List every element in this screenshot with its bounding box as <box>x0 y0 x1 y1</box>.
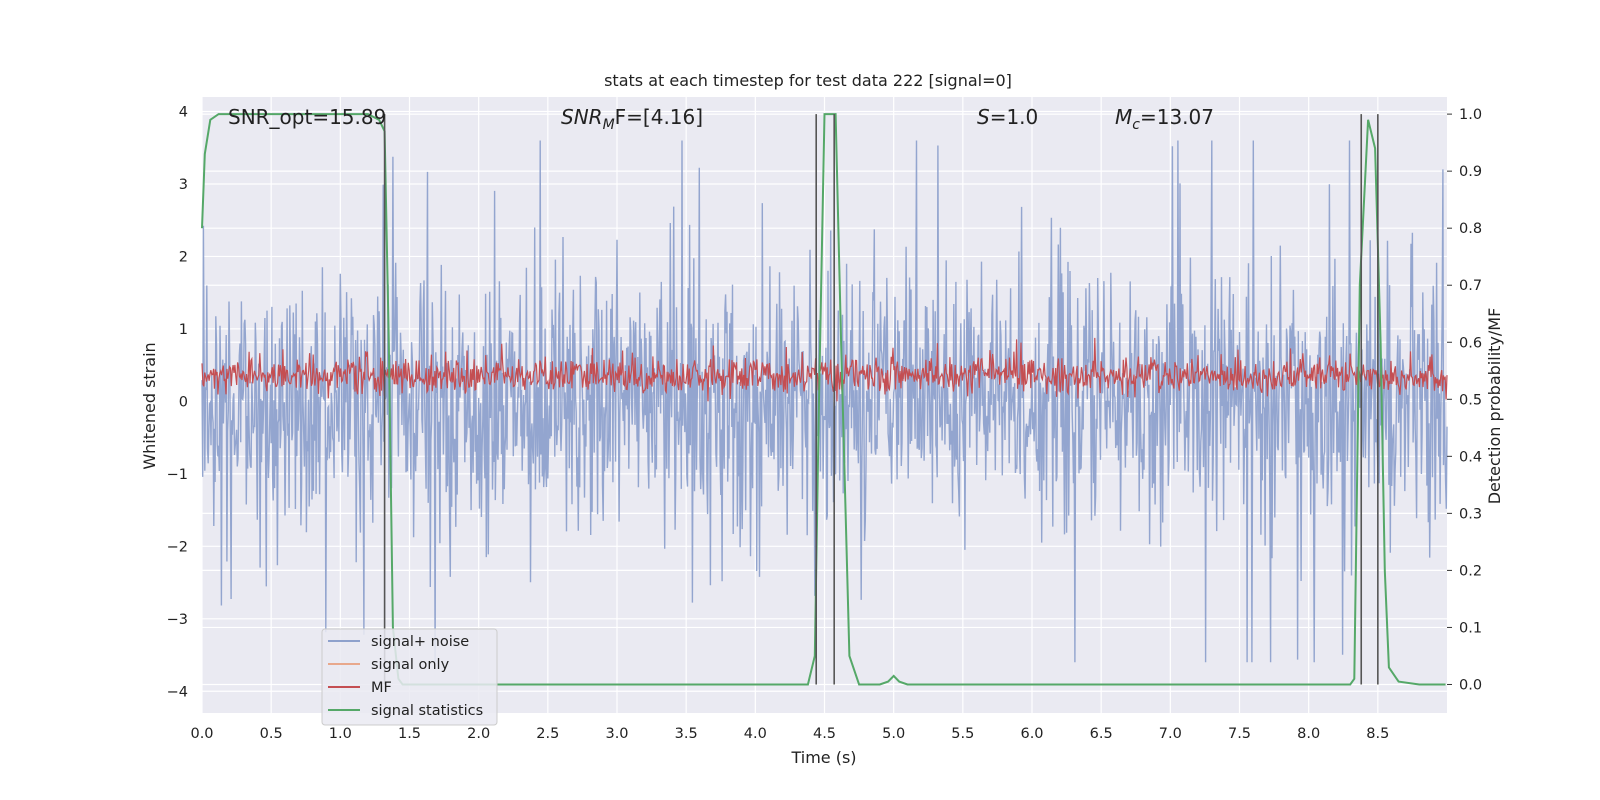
annotation-snr-mf: SNRMF=[4.16] <box>561 105 703 133</box>
y-tick-label-right: 0.8 <box>1459 221 1482 237</box>
y-axis-label-right: Detection probability/MF <box>1485 308 1504 505</box>
y-tick-label-left: −4 <box>167 684 188 700</box>
annotation-snr-opt: SNR_opt=15.89 <box>228 105 386 129</box>
tick-labels: 0.0 0.5 1.0 1.5 2.0 2.5 3.0 3.5 4.0 4.5 5.0 5.5 6.0 6… <box>167 104 1482 742</box>
x-tick-label: 5.5 <box>951 726 974 742</box>
chart-title: stats at each timestep for test data 222… <box>604 71 1012 90</box>
x-tick-label: 7.0 <box>1159 726 1182 742</box>
y-tick-label-left: 3 <box>179 177 188 193</box>
y-tick-label-right: 0.7 <box>1459 278 1482 294</box>
series-mf-line <box>201 337 1448 402</box>
x-tick-label: 2.0 <box>467 726 490 742</box>
annotation-snr-mf-rest: F=[4.16] <box>615 105 703 129</box>
y-tick-label-right: 0.9 <box>1459 164 1482 180</box>
y-tick-label-right: 0.4 <box>1459 449 1482 465</box>
annotation-s-sym: S <box>977 105 990 129</box>
y-tick-label-right: 0.3 <box>1459 506 1482 522</box>
vertical-markers <box>383 114 1379 685</box>
legend: signal+ noise signal only MF signal stat… <box>321 628 498 726</box>
y-tick-label-right: 0.1 <box>1459 620 1482 636</box>
y-tick-label-left: 4 <box>179 104 188 120</box>
annotation-snr-mf-base: SNR <box>561 105 603 129</box>
x-tick-label: 8.0 <box>1297 726 1320 742</box>
x-axis-label: Time (s) <box>790 748 856 767</box>
legend-label-signal-noise: signal+ noise <box>371 634 469 650</box>
legend-label-mf: MF <box>371 680 392 696</box>
series-signal-noise-line <box>201 140 1448 663</box>
x-tick-label: 0.5 <box>260 726 283 742</box>
y-tick-label-left: 2 <box>179 249 188 265</box>
x-tick-label: 4.0 <box>744 726 767 742</box>
x-tick-label: 3.5 <box>675 726 698 742</box>
legend-label-signal-only: signal only <box>371 657 450 673</box>
annotation-s: S=1.0 <box>977 105 1038 129</box>
x-tick-label: 6.5 <box>1090 726 1113 742</box>
x-tick-label: 1.0 <box>329 726 352 742</box>
legend-label-signal-statistics: signal statistics <box>371 703 483 719</box>
annotation-s-val: =1.0 <box>990 105 1039 129</box>
legend-box <box>321 628 498 726</box>
series-signal-statistics-line <box>201 113 1446 686</box>
y-tick-label-right: 0.6 <box>1459 335 1482 351</box>
y-axis-label-left: Whitened strain <box>140 342 159 469</box>
annotation-mc-sym: M <box>1115 105 1132 129</box>
x-tick-label: 4.5 <box>813 726 836 742</box>
annotation-mc: Mc=13.07 <box>1115 105 1214 133</box>
annotation-mc-sub: c <box>1132 117 1140 133</box>
x-tick-label: 7.5 <box>1228 726 1251 742</box>
x-tick-label: 8.5 <box>1366 726 1389 742</box>
y-tick-label-left: 0 <box>179 394 188 410</box>
x-tick-label: 6.0 <box>1020 726 1043 742</box>
x-tick-label: 1.5 <box>398 726 421 742</box>
annotation-mc-val: =13.07 <box>1140 105 1214 129</box>
x-tick-label: 0.0 <box>190 726 213 742</box>
x-tick-label: 5.0 <box>882 726 905 742</box>
y-tick-label-left: −2 <box>167 539 188 555</box>
x-tick-label: 3.0 <box>605 726 628 742</box>
y-tick-label-right: 0.2 <box>1459 563 1482 579</box>
y-tick-label-right: 1.0 <box>1459 107 1482 123</box>
y-tick-label-left: −3 <box>167 612 188 628</box>
data-layer <box>201 113 1448 686</box>
y-tick-label-right: 0.0 <box>1459 677 1482 693</box>
y-tick-label-right: 0.5 <box>1459 392 1482 408</box>
y-tick-label-left: −1 <box>167 467 188 483</box>
annotation-snr-mf-sub: M <box>603 117 615 133</box>
x-tick-label: 2.5 <box>536 726 559 742</box>
y-tick-label-left: 1 <box>179 322 188 338</box>
